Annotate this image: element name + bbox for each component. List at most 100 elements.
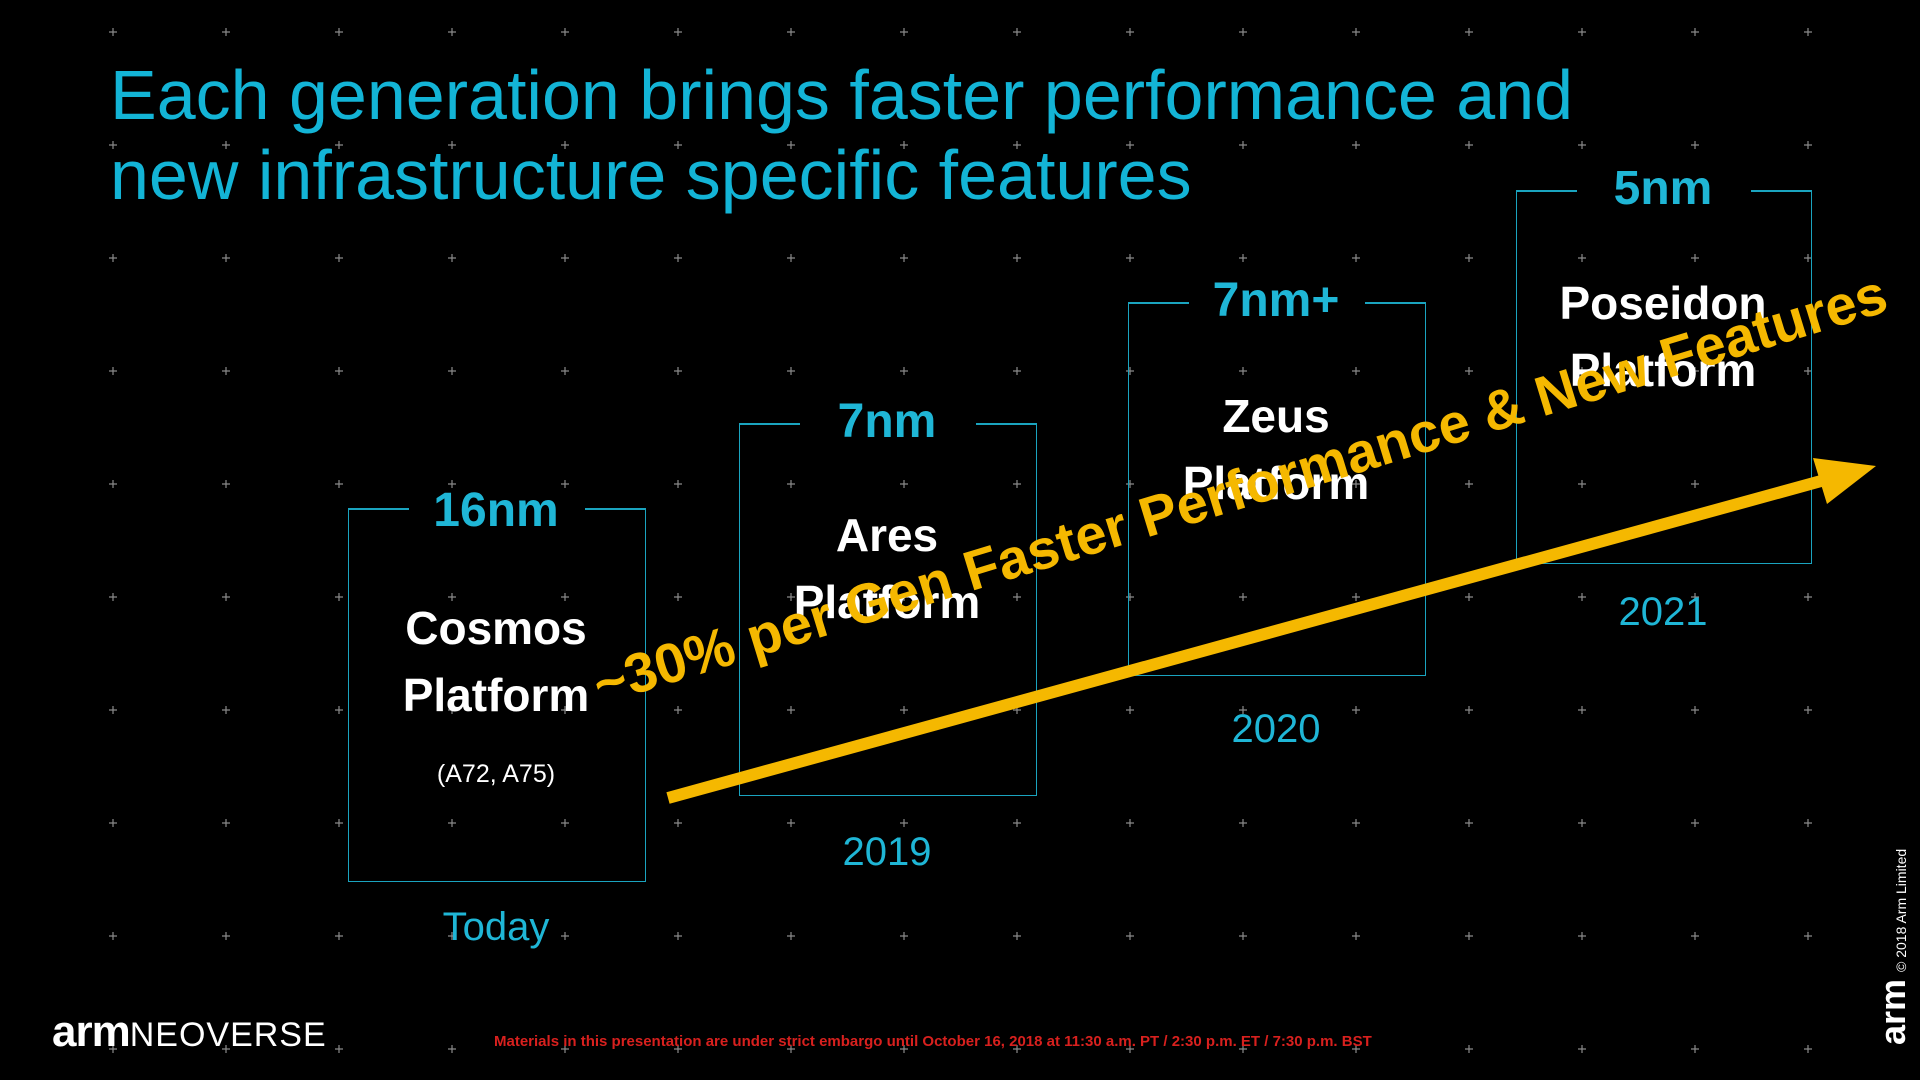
grid-plus-mark	[1804, 141, 1812, 149]
grid-plus-mark	[448, 367, 456, 375]
year-label-poseidon: 2021	[1618, 590, 1708, 634]
grid-plus-mark	[109, 1045, 117, 1053]
grid-plus-mark	[335, 480, 343, 488]
grid-plus-mark	[448, 254, 456, 262]
grid-plus-mark	[1013, 28, 1021, 36]
logo-neoverse: NEOVERSE	[129, 1016, 327, 1054]
platform-name-line-2: Platform	[1182, 457, 1370, 509]
grid-plus-mark	[448, 932, 456, 940]
grid-plus-mark	[1691, 28, 1699, 36]
grid-plus-mark	[1578, 480, 1586, 488]
grid-plus-mark	[1239, 141, 1247, 149]
grid-plus-mark	[222, 367, 230, 375]
platform-box-ares	[739, 423, 1037, 796]
grid-plus-mark	[1804, 28, 1812, 36]
grid-plus-mark	[900, 141, 908, 149]
embargo-notice: Materials in this presentation are under…	[494, 1033, 1372, 1050]
grid-plus-mark	[674, 141, 682, 149]
arm-neoverse-logo: armNEOVERSE	[52, 1007, 327, 1057]
grid-plus-mark	[1352, 480, 1360, 488]
grid-plus-mark	[335, 1045, 343, 1053]
grid-plus-mark	[561, 254, 569, 262]
grid-plus-mark	[335, 706, 343, 714]
grid-plus-mark	[1804, 706, 1812, 714]
grid-plus-mark	[1126, 1045, 1134, 1053]
grid-plus-mark	[1352, 28, 1360, 36]
grid-plus-mark	[900, 1045, 908, 1053]
grid-plus-mark	[674, 706, 682, 714]
grid-plus-mark	[1691, 1045, 1699, 1053]
grid-plus-mark	[1239, 480, 1247, 488]
grid-plus-mark	[1126, 593, 1134, 601]
grid-plus-mark	[1691, 706, 1699, 714]
grid-plus-mark	[561, 1045, 569, 1053]
grid-plus-mark	[1126, 254, 1134, 262]
grid-plus-mark	[448, 819, 456, 827]
grid-plus-mark	[1352, 367, 1360, 375]
grid-plus-mark	[1013, 1045, 1021, 1053]
grid-plus-mark	[1691, 367, 1699, 375]
grid-plus-mark	[335, 932, 343, 940]
grid-plus-mark	[900, 593, 908, 601]
title-line-2: new infrastructure specific features	[110, 136, 1192, 214]
side-arm-logo: arm	[1872, 978, 1913, 1045]
grid-plus-mark	[1013, 819, 1021, 827]
grid-plus-mark	[1465, 141, 1473, 149]
grid-plus-mark	[222, 819, 230, 827]
grid-plus-mark	[561, 141, 569, 149]
grid-plus-mark	[1239, 1045, 1247, 1053]
platform-name-cosmos: Cosmos Platform	[348, 595, 644, 729]
year-label-zeus: 2020	[1231, 707, 1321, 751]
grid-plus-mark	[1691, 254, 1699, 262]
grid-plus-mark	[787, 819, 795, 827]
grid-plus-mark	[1465, 254, 1473, 262]
grid-plus-mark	[222, 480, 230, 488]
grid-plus-mark	[1465, 819, 1473, 827]
grid-plus-mark	[109, 932, 117, 940]
node-label-poseidon: 5nm	[1613, 162, 1713, 215]
grid-plus-mark	[561, 932, 569, 940]
grid-plus-mark	[1126, 819, 1134, 827]
grid-plus-mark	[1239, 28, 1247, 36]
grid-plus-mark	[1804, 932, 1812, 940]
platform-name-line-2: Platform	[793, 576, 981, 628]
grid-plus-mark	[674, 593, 682, 601]
grid-plus-mark	[1804, 254, 1812, 262]
grid-plus-mark	[222, 254, 230, 262]
grid-plus-mark	[1578, 367, 1586, 375]
grid-plus-mark	[900, 480, 908, 488]
logo-arm: arm	[52, 1007, 131, 1056]
grid-plus-mark	[1578, 932, 1586, 940]
grid-plus-mark	[1013, 593, 1021, 601]
grid-plus-mark	[1578, 819, 1586, 827]
grid-plus-mark	[1804, 819, 1812, 827]
grid-plus-mark	[1013, 932, 1021, 940]
grid-plus-mark	[1691, 480, 1699, 488]
grid-plus-mark	[561, 480, 569, 488]
grid-plus-mark	[1239, 367, 1247, 375]
grid-plus-mark	[787, 141, 795, 149]
arrow-shaft	[666, 472, 1834, 804]
grid-plus-mark	[109, 28, 117, 36]
grid-plus-mark	[1578, 1045, 1586, 1053]
grid-plus-mark	[1691, 819, 1699, 827]
grid-plus-mark	[1691, 932, 1699, 940]
grid-plus-mark	[335, 593, 343, 601]
grid-plus-mark	[1465, 1045, 1473, 1053]
grid-plus-mark	[109, 706, 117, 714]
platform-name-poseidon: Poseidon Platform	[1516, 270, 1810, 404]
grid-plus-mark	[448, 1045, 456, 1053]
platform-name-line-1: Ares	[835, 509, 939, 561]
grid-plus-mark	[448, 141, 456, 149]
grid-plus-mark	[1465, 367, 1473, 375]
grid-plus-mark	[335, 819, 343, 827]
grid-plus-mark	[109, 367, 117, 375]
grid-plus-mark	[1126, 28, 1134, 36]
grid-plus-mark	[1126, 367, 1134, 375]
platform-name-line-2: Platform	[402, 669, 590, 721]
platform-cores-cosmos: (A72, A75)	[436, 760, 556, 788]
grid-plus-mark	[787, 1045, 795, 1053]
grid-plus-mark	[1126, 706, 1134, 714]
grid-plus-mark	[1578, 706, 1586, 714]
